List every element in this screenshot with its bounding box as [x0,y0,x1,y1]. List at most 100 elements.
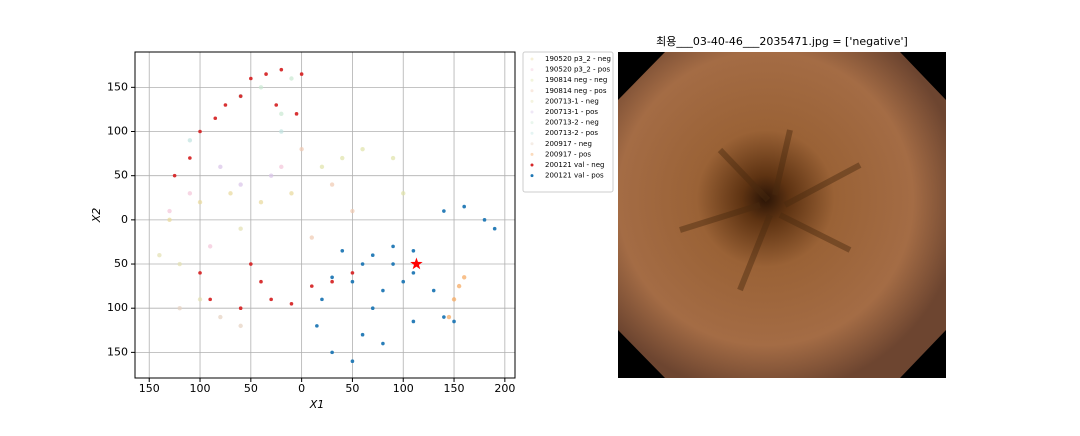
point [157,252,162,258]
point [411,248,416,253]
point [340,248,345,253]
y-tick-label: 0 [121,213,128,226]
legend-marker [530,131,534,135]
legend-label: 200917 - pos [545,150,591,158]
point [391,244,395,249]
point [268,173,274,178]
point [289,191,294,196]
point [289,301,294,306]
point [238,182,243,187]
point [492,226,497,231]
legend-marker [530,78,534,82]
point [451,297,457,302]
point [350,359,355,364]
point [340,155,345,161]
legend-marker [530,57,534,61]
photo-folds [679,129,862,292]
legend-marker [530,142,534,146]
y-tick-label: 50 [114,257,128,270]
point [198,129,202,134]
legend-label: 200713-1 - pos [545,108,598,116]
point [279,164,284,170]
point [452,319,456,324]
y-tick-label: 100 [107,301,128,314]
point [238,226,243,231]
point [238,94,243,98]
x-tick-label: 150 [444,382,465,395]
point [391,262,395,266]
point [319,164,325,170]
point [320,297,324,302]
legend-label: 200713-2 - pos [545,129,598,137]
x-tick-label: 0 [298,382,305,395]
x-tick-label: 200 [494,382,515,395]
x-tick-label: 50 [345,382,359,395]
x-tick-label: 100 [393,382,414,395]
legend-label: 190520 p3_2 - neg [545,55,611,63]
legend-marker [530,121,534,125]
point [370,253,375,257]
point [360,332,365,337]
point [187,191,193,196]
legend-marker [530,110,534,114]
point [401,279,406,284]
point [315,324,319,328]
point [360,262,365,266]
legend-label: 200713-2 - neg [545,119,599,127]
point [401,191,406,196]
point [238,306,243,311]
point [482,218,487,222]
point [213,116,218,121]
point [456,283,462,289]
point [350,271,355,275]
image-title: 최용___03-40-46___2035471.jpg = ['negative… [656,35,908,48]
point [167,217,172,223]
legend-marker [530,89,534,93]
photo [618,52,946,378]
point [381,341,385,346]
point [279,111,284,117]
point [411,319,416,324]
y-axis-label: X2 [90,208,103,224]
x-tick-label: 50 [244,382,258,395]
point [330,350,334,355]
point [350,279,355,284]
legend-label: 190814 neg - pos [545,87,607,95]
point [249,76,253,81]
point [218,164,223,170]
point [258,199,264,205]
y-tick-label: 150 [107,345,128,358]
photo-content [618,52,946,378]
x-axis-label: X1 [309,398,325,411]
legend-marker [530,174,534,178]
point [309,235,314,240]
legend-box [522,51,614,193]
point [442,209,446,213]
point [167,208,172,214]
point [294,112,299,116]
point [350,208,355,214]
point [172,173,177,178]
y-tick-label: 100 [107,125,128,138]
point [299,146,304,152]
y-tick-label: 150 [107,80,128,93]
point [238,323,243,329]
point [289,76,294,81]
point [208,297,212,302]
point [330,279,334,284]
legend-label: 190520 p3_2 - pos [545,66,610,74]
legend-marker [530,99,534,103]
point [228,191,233,196]
legend-label: 190814 neg - neg [545,76,607,84]
point [462,204,466,209]
point [279,129,284,134]
point [279,67,284,72]
point [249,262,253,266]
legend-label: 200121 val - neg [545,161,605,169]
legend-marker [530,68,534,72]
point [299,72,304,76]
point [264,72,268,76]
point [370,306,375,311]
point [329,182,335,187]
